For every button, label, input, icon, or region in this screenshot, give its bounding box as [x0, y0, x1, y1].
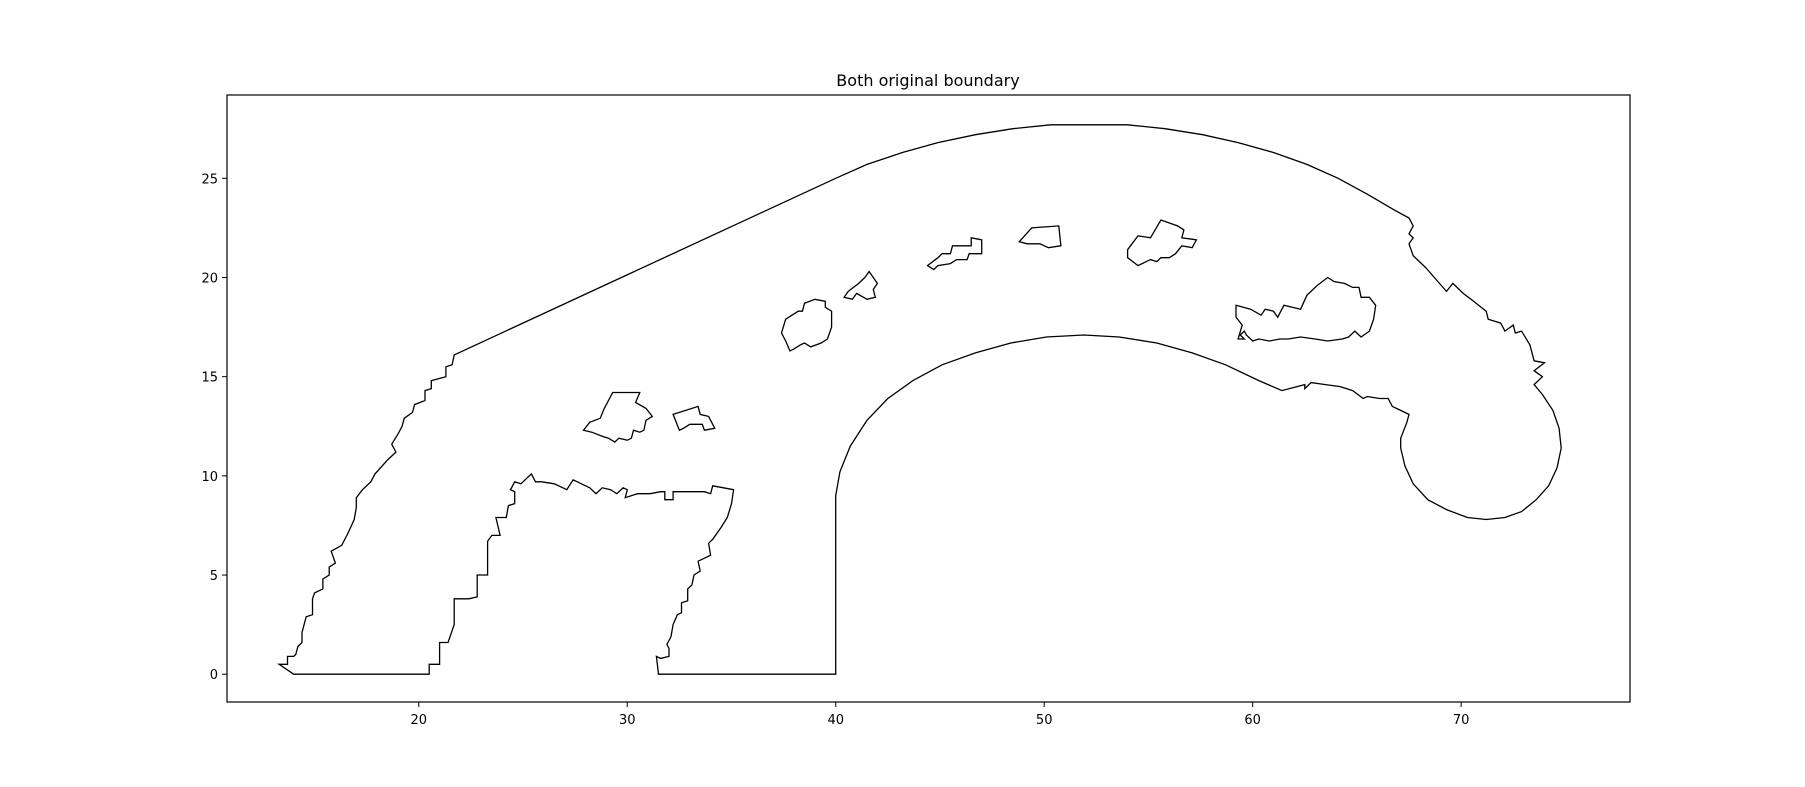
x-tick-label: 50 — [1036, 713, 1053, 728]
outer-boundary-line — [276, 124, 1562, 675]
x-tick-label: 60 — [1244, 713, 1261, 728]
plot-frame — [226, 94, 1631, 703]
x-tick-label: 20 — [411, 713, 428, 728]
y-tick-label: 10 — [201, 470, 218, 485]
hole-boundary-line-6 — [1017, 225, 1062, 249]
hole-boundary-line-2 — [672, 405, 716, 432]
y-tick-label: 25 — [201, 172, 218, 187]
hole-boundary-line-4 — [843, 270, 879, 301]
hole-boundary-line-1 — [582, 391, 654, 443]
x-tick-label: 30 — [619, 713, 636, 728]
boundary-series — [276, 124, 1562, 675]
y-tick-label: 5 — [210, 569, 218, 584]
hole-boundary-line-5 — [926, 237, 983, 271]
hole-boundary-line-7 — [1126, 219, 1198, 267]
axes: 20 30 40 50 60 70 0 5 10 15 20 25 — [201, 172, 1469, 728]
y-tick-label: 20 — [201, 271, 218, 286]
hole-boundary-line-3 — [780, 298, 833, 352]
x-tick-label: 70 — [1453, 713, 1470, 728]
y-tick-label: 0 — [210, 668, 218, 683]
hole-boundary-line-8 — [1235, 276, 1377, 342]
y-tick-label: 15 — [201, 371, 218, 386]
chart-title: Both original boundary — [836, 71, 1019, 90]
x-tick-label: 40 — [827, 713, 844, 728]
